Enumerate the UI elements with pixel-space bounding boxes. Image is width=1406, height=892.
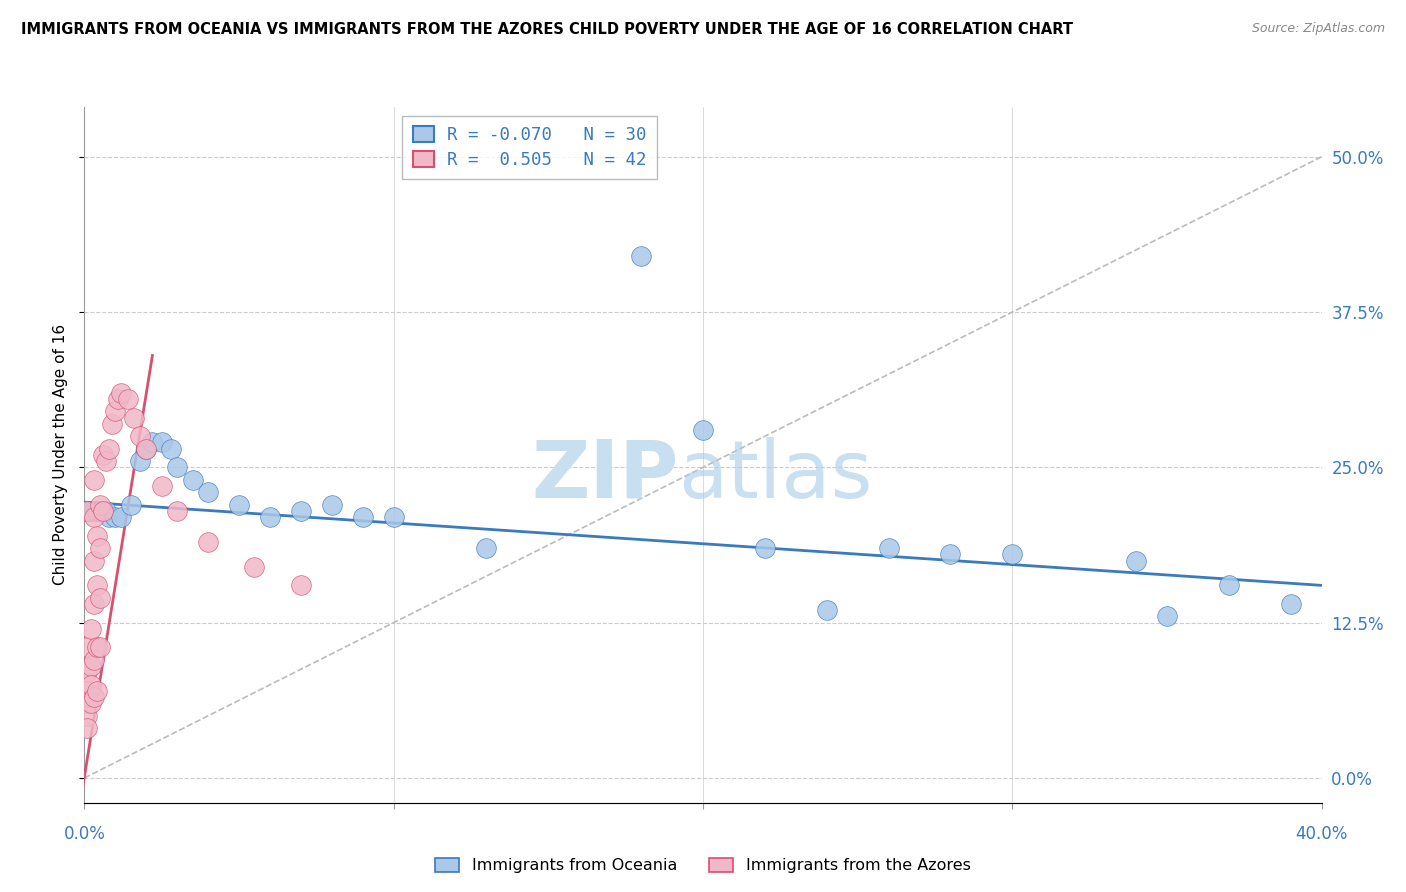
Point: [91, 504, 114, 518]
Point: [76, 697, 98, 711]
Point: [94, 454, 117, 468]
Point: [1218, 578, 1240, 592]
Point: [89, 541, 111, 555]
Text: ZIP: ZIP: [531, 437, 678, 515]
Point: [94, 504, 117, 518]
Point: [86, 640, 108, 655]
Point: [1279, 597, 1302, 611]
Point: [89, 591, 111, 605]
Point: [630, 249, 652, 263]
Point: [243, 559, 266, 574]
Point: [79, 697, 101, 711]
Point: [135, 442, 157, 456]
Point: [79, 659, 101, 673]
Point: [1001, 547, 1024, 561]
Point: [107, 392, 129, 406]
Point: [76, 640, 98, 655]
Point: [104, 510, 127, 524]
Point: [91, 448, 114, 462]
Point: [76, 504, 98, 518]
Point: [89, 498, 111, 512]
Point: [877, 541, 900, 555]
Point: [101, 417, 124, 431]
Text: 0.0%: 0.0%: [63, 825, 105, 843]
Point: [290, 504, 312, 518]
Point: [141, 435, 163, 450]
Point: [76, 665, 98, 680]
Point: [86, 684, 108, 698]
Point: [122, 410, 145, 425]
Point: [120, 498, 142, 512]
Point: [83, 690, 105, 705]
Point: [129, 429, 152, 443]
Point: [1156, 609, 1178, 624]
Point: [79, 678, 101, 692]
Point: [321, 498, 343, 512]
Point: [83, 553, 105, 567]
Legend: Immigrants from Oceania, Immigrants from the Azores: Immigrants from Oceania, Immigrants from…: [429, 851, 977, 880]
Point: [83, 473, 105, 487]
Point: [76, 504, 98, 518]
Legend: R = -0.070   N = 30, R =  0.505   N = 42: R = -0.070 N = 30, R = 0.505 N = 42: [402, 116, 658, 179]
Point: [83, 653, 105, 667]
Point: [160, 442, 183, 456]
Point: [259, 510, 281, 524]
Point: [104, 404, 127, 418]
Point: [228, 498, 250, 512]
Point: [76, 708, 98, 723]
Point: [76, 684, 98, 698]
Point: [181, 473, 204, 487]
Point: [1125, 553, 1147, 567]
Point: [166, 460, 188, 475]
Point: [86, 529, 108, 543]
Point: [939, 547, 962, 561]
Point: [290, 578, 312, 592]
Point: [197, 534, 219, 549]
Y-axis label: Child Poverty Under the Age of 16: Child Poverty Under the Age of 16: [53, 325, 69, 585]
Point: [91, 504, 114, 518]
Point: [754, 541, 776, 555]
Point: [150, 479, 173, 493]
Text: 40.0%: 40.0%: [1295, 825, 1348, 843]
Point: [110, 385, 132, 400]
Point: [76, 721, 98, 735]
Text: atlas: atlas: [678, 437, 873, 515]
Point: [197, 485, 219, 500]
Point: [150, 435, 173, 450]
Point: [83, 597, 105, 611]
Text: IMMIGRANTS FROM OCEANIA VS IMMIGRANTS FROM THE AZORES CHILD POVERTY UNDER THE AG: IMMIGRANTS FROM OCEANIA VS IMMIGRANTS FR…: [21, 22, 1073, 37]
Point: [89, 504, 111, 518]
Point: [79, 622, 101, 636]
Point: [382, 510, 405, 524]
Point: [117, 392, 139, 406]
Point: [86, 578, 108, 592]
Point: [475, 541, 498, 555]
Point: [166, 504, 188, 518]
Point: [79, 504, 101, 518]
Point: [129, 454, 152, 468]
Point: [86, 504, 108, 518]
Point: [110, 510, 132, 524]
Point: [98, 510, 121, 524]
Point: [98, 442, 121, 456]
Point: [83, 510, 105, 524]
Point: [83, 504, 105, 518]
Point: [352, 510, 374, 524]
Point: [89, 640, 111, 655]
Point: [692, 423, 714, 437]
Point: [815, 603, 838, 617]
Text: Source: ZipAtlas.com: Source: ZipAtlas.com: [1251, 22, 1385, 36]
Point: [135, 442, 157, 456]
